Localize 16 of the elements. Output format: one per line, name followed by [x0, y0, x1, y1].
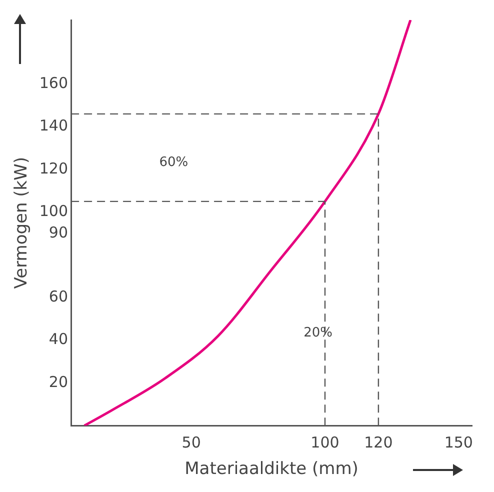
annotation: 60%	[159, 155, 188, 170]
annotation: 20%	[304, 325, 332, 340]
y-tick-label: 20	[48, 372, 68, 391]
y-tick-label: 40	[48, 330, 68, 348]
y-axis-title: Vermogen (kW)	[12, 156, 32, 289]
y-tick-label: 160	[39, 74, 68, 92]
x-axis-title: Materiaaldikte (mm)	[184, 459, 358, 480]
y-tick-label: 140	[39, 116, 68, 135]
y-tick-label: 120	[39, 159, 68, 178]
x-tick-label: 100	[310, 433, 340, 452]
x-tick-label: 50	[182, 433, 201, 452]
y-tick-label: 100	[39, 202, 68, 220]
x-tick-label: 150	[444, 433, 473, 452]
y-tick-label: 60	[48, 287, 68, 306]
x-tick-label: 120	[364, 433, 393, 452]
y-tick-label: 90	[48, 223, 68, 242]
